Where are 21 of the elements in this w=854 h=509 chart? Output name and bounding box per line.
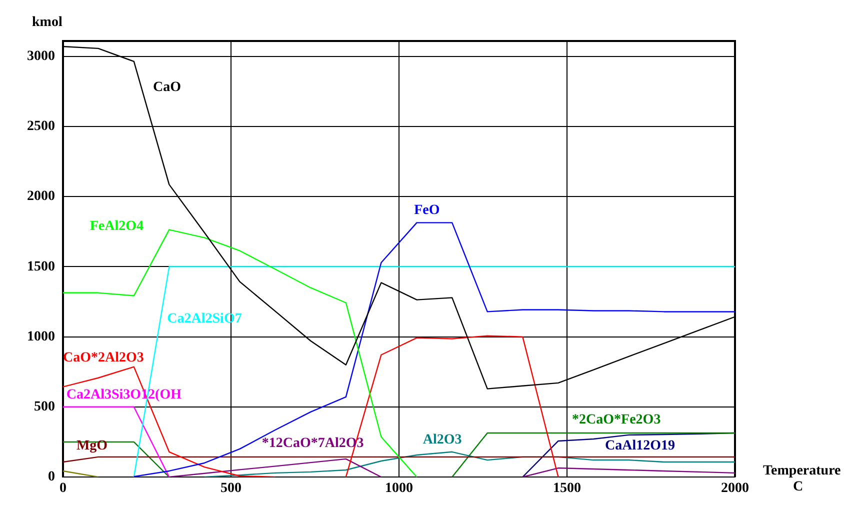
series-label: FeAl2O4 [90,219,144,234]
x-tick-label: 500 [220,481,242,496]
y-tick-label: 1500 [27,259,55,274]
series-label: MgO [76,438,108,454]
y-tick-label: 2500 [27,119,55,134]
y-tick-label: 2000 [27,189,55,204]
x-axis-title: Temperature C [763,464,841,495]
x-tick-label: 0 [60,481,66,496]
series-label: CaO [153,80,182,95]
x-tick-label: 2000 [721,481,749,496]
y-tick-label: 1000 [27,329,55,344]
series-label: Al2O3 [422,432,462,448]
y-axis-title: kmol [32,15,62,30]
series-label: CaAl12O19 [604,438,675,454]
y-tick-label: 0 [48,470,55,485]
x-tick-label: 1000 [385,481,413,496]
x-tick-label: 1500 [553,481,581,496]
series-label: *2CaO*Fe2O3 [572,412,661,428]
y-tick-label: 3000 [27,49,55,64]
y-tick-label: 500 [34,400,55,415]
series-label: FeO [414,203,440,218]
